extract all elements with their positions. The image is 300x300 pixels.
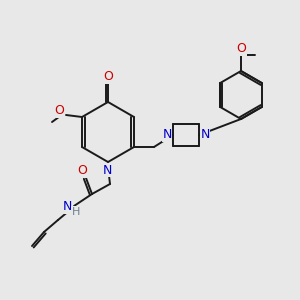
Text: N: N — [62, 200, 72, 214]
Text: O: O — [77, 164, 87, 178]
Text: N: N — [102, 164, 112, 176]
Text: N: N — [200, 128, 210, 142]
Text: H: H — [72, 207, 80, 217]
Text: O: O — [103, 70, 113, 83]
Text: O: O — [236, 43, 246, 56]
Text: N: N — [162, 128, 172, 142]
Text: O: O — [54, 104, 64, 118]
